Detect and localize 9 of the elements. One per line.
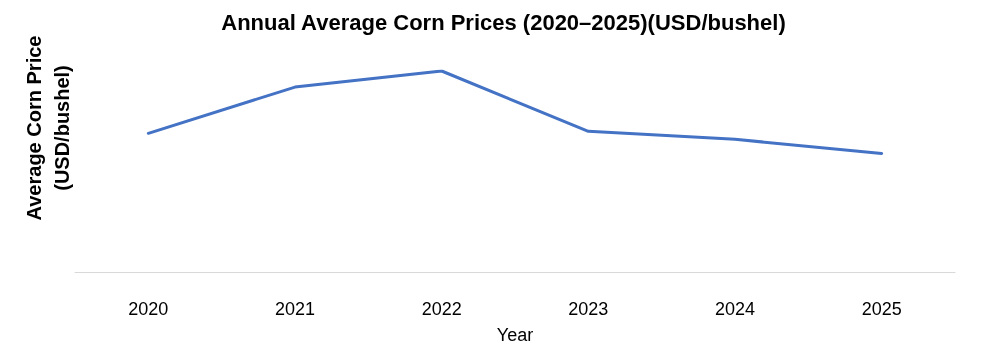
x-tick-label: 2021 (274, 299, 316, 319)
y-axis-title: Average Corn Price (USD/bushel) (23, 35, 73, 221)
x-axis-title: Year (496, 325, 534, 345)
x-tick-label: 2020 (128, 299, 169, 319)
x-tick-label: 2022 (421, 299, 462, 319)
x-tick-label: 2024 (714, 299, 756, 319)
x-tick-label: 2023 (568, 299, 609, 319)
x-tick-label: 2025 (861, 299, 902, 319)
chart-title: Annual Average Corn Prices (2020–2025)(USD/bushel) (221, 9, 786, 35)
